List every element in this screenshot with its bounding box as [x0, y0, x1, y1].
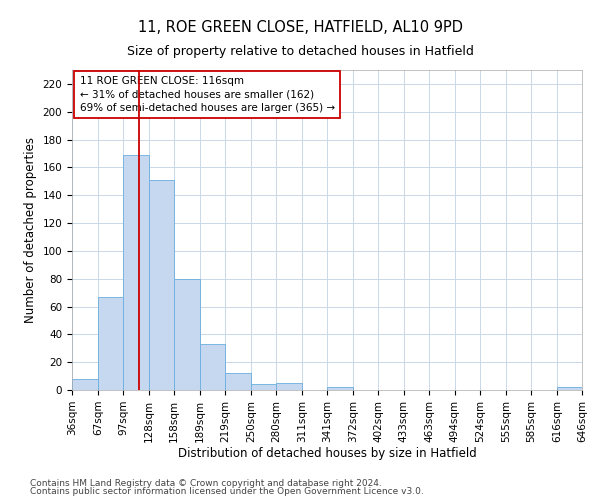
X-axis label: Distribution of detached houses by size in Hatfield: Distribution of detached houses by size …: [178, 448, 476, 460]
Text: Contains public sector information licensed under the Open Government Licence v3: Contains public sector information licen…: [30, 487, 424, 496]
Bar: [327, 387, 353, 390]
Bar: [123, 155, 149, 390]
Bar: [200, 344, 225, 390]
Bar: [225, 374, 251, 390]
Text: 11, ROE GREEN CLOSE, HATFIELD, AL10 9PD: 11, ROE GREEN CLOSE, HATFIELD, AL10 9PD: [137, 20, 463, 35]
Bar: [72, 379, 98, 390]
Bar: [276, 383, 302, 390]
Text: 11 ROE GREEN CLOSE: 116sqm
← 31% of detached houses are smaller (162)
69% of sem: 11 ROE GREEN CLOSE: 116sqm ← 31% of deta…: [80, 76, 335, 113]
Bar: [557, 387, 582, 390]
Bar: [149, 180, 174, 390]
Bar: [174, 278, 200, 390]
Text: Contains HM Land Registry data © Crown copyright and database right 2024.: Contains HM Land Registry data © Crown c…: [30, 478, 382, 488]
Y-axis label: Number of detached properties: Number of detached properties: [24, 137, 37, 323]
Bar: [251, 384, 276, 390]
Bar: [98, 297, 123, 390]
Text: Size of property relative to detached houses in Hatfield: Size of property relative to detached ho…: [127, 45, 473, 58]
